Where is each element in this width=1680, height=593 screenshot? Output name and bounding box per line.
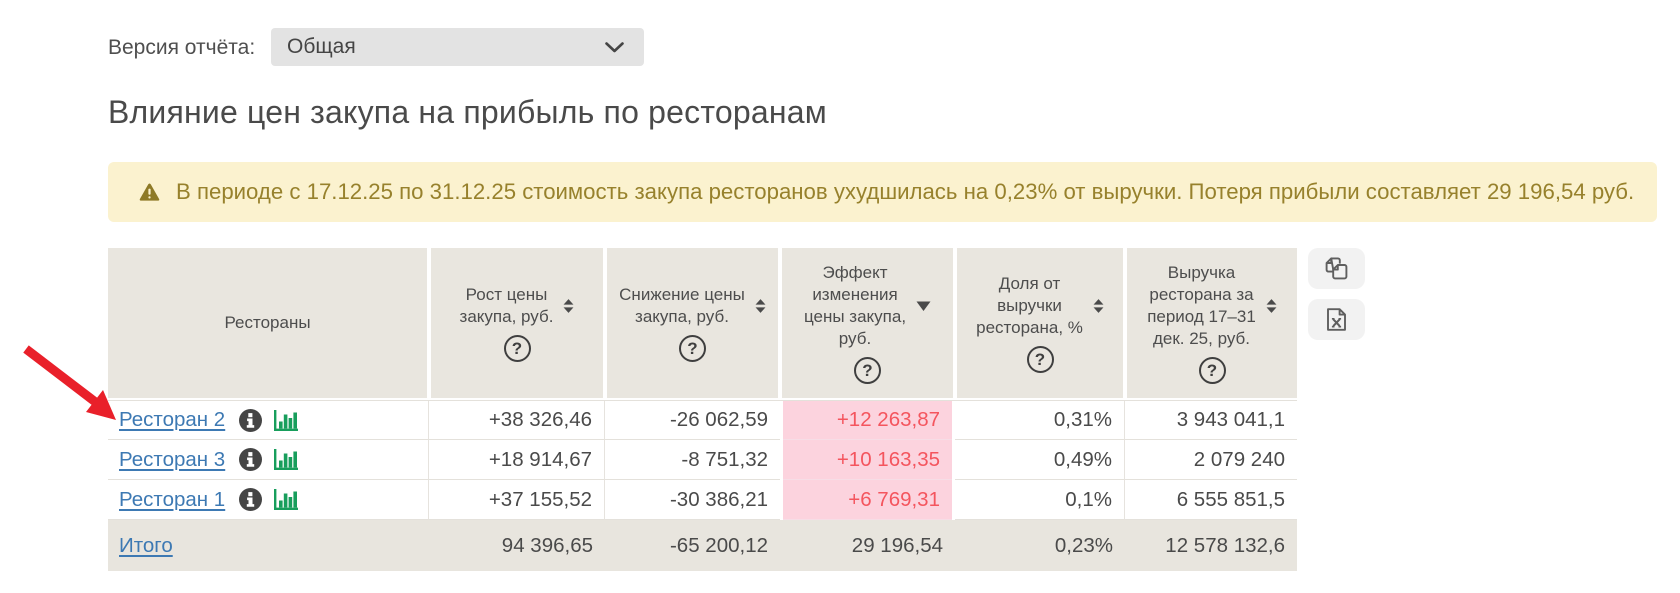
copy-button[interactable] (1308, 248, 1365, 289)
bar-chart-icon[interactable] (274, 489, 299, 510)
column-header-price-effect: Эффект изменения цены закупа, руб. (782, 248, 953, 398)
sort-desc-icon[interactable] (916, 301, 931, 311)
sort-icon[interactable] (1093, 299, 1104, 313)
info-icon[interactable] (239, 448, 263, 471)
copy-icon (1325, 257, 1348, 280)
column-header-label: Рост цены закупа, руб. (459, 285, 554, 326)
info-icon[interactable] (239, 488, 263, 511)
total-row: Итого 94 396,65 -65 200,12 29 196,54 0,2… (108, 520, 1297, 571)
warning-banner: В периоде с 17.12.25 по 31.12.25 стоимос… (108, 162, 1657, 222)
revenue-value: 2 079 240 (1125, 440, 1297, 480)
help-icon[interactable] (1198, 357, 1226, 384)
report-version-selected-value: Общая (287, 35, 356, 58)
red-arrow-annotation (23, 345, 116, 420)
revenue-share-value: 0,49% (955, 440, 1125, 480)
help-icon[interactable] (679, 335, 706, 362)
sort-icon[interactable] (1266, 299, 1277, 313)
excel-export-button[interactable] (1308, 299, 1365, 340)
table-row: Ресторан 3 +18 914,67 -8 751,32 +10 163,… (108, 440, 1297, 480)
price-decline-value: -30 386,21 (605, 480, 780, 520)
column-header-label: Рестораны (224, 313, 311, 332)
report-version-label: Версия отчёта: (108, 36, 256, 59)
column-header-title-row: Выручка ресторана за период 17–31 дек. 2… (1147, 262, 1277, 350)
price-growth-value: +18 914,67 (429, 440, 605, 480)
sort-icon[interactable] (755, 299, 766, 313)
sort-icon[interactable] (563, 299, 574, 313)
price-effect-value: +10 163,35 (783, 440, 952, 480)
warning-text: В периоде с 17.12.25 по 31.12.25 стоимос… (176, 179, 1635, 204)
table-row: Ресторан 1 +37 155,52 -30 386,21 +6 769,… (108, 480, 1297, 520)
warning-triangle-icon (139, 182, 160, 201)
restaurant-cell: Ресторан 1 (108, 480, 429, 520)
help-icon[interactable] (503, 335, 531, 362)
price-growth-value: +38 326,46 (429, 401, 605, 440)
price-growth-value: +37 155,52 (429, 480, 605, 520)
total-label-cell: Итого (108, 520, 429, 571)
help-icon[interactable] (854, 357, 881, 384)
column-header-label: Снижение цены закупа, руб. (619, 285, 745, 326)
revenue-share-value: 0,1% (955, 480, 1125, 520)
revenue-value: 6 555 851,5 (1125, 480, 1297, 520)
column-header-price-decline: Снижение цены закупа, руб. (607, 248, 778, 398)
column-header-revenue: Выручка ресторана за период 17–31 дек. 2… (1127, 248, 1297, 398)
restaurant-link[interactable]: Ресторан 2 (119, 408, 226, 431)
price-decline-value: -26 062,59 (605, 401, 780, 440)
column-header-restaurants: Рестораны (108, 248, 427, 398)
restaurant-cell: Ресторан 3 (108, 440, 429, 480)
revenue-value: 3 943 041,1 (1125, 401, 1297, 440)
column-header-label: Эффект изменения цены закупа, руб. (803, 263, 907, 348)
excel-export-icon (1327, 308, 1346, 331)
help-icon[interactable] (1026, 346, 1054, 373)
bar-chart-icon[interactable] (274, 409, 299, 431)
price-decline-value: -8 751,32 (605, 440, 780, 480)
total-price-effect: 29 196,54 (851, 533, 943, 557)
column-header-title-row: Рост цены закупа, руб. (460, 284, 575, 328)
restaurant-cell: Ресторан 2 (108, 401, 429, 440)
column-header-label: Доля от выручки ресторана, % (976, 274, 1083, 337)
column-header-title-row: Доля от выручки ресторана, % (976, 273, 1104, 339)
restaurant-link[interactable]: Ресторан 3 (119, 447, 226, 471)
chevron-down-icon (605, 41, 624, 52)
total-revenue-share: 0,23% (1054, 533, 1113, 557)
total-link[interactable]: Итого (119, 533, 173, 557)
price-effect-value: +12 263,87 (783, 401, 952, 440)
bar-chart-icon[interactable] (274, 449, 299, 470)
revenue-share-value: 0,31% (955, 401, 1125, 440)
column-header-title-row: Снижение цены закупа, руб. (619, 284, 766, 328)
price-effect-value: +6 769,31 (783, 480, 952, 520)
column-header-revenue-share: Доля от выручки ресторана, % (957, 248, 1123, 398)
total-revenue: 12 578 132,6 (1165, 533, 1285, 557)
column-header-title-row: Эффект изменения цены закупа, руб. (804, 262, 931, 350)
info-icon[interactable] (239, 408, 263, 432)
table-row: Ресторан 2 +38 326,46 -26 062,59 +12 263… (108, 400, 1297, 440)
page-title: Влияние цен закупа на прибыль по рестора… (108, 94, 827, 130)
total-price-growth: 94 396,65 (501, 533, 593, 557)
restaurant-link[interactable]: Ресторан 1 (119, 487, 226, 511)
total-price-decline: -65 200,12 (669, 533, 768, 557)
column-header-price-growth: Рост цены закупа, руб. (431, 248, 603, 398)
column-header-label: Выручка ресторана за период 17–31 дек. 2… (1147, 263, 1256, 348)
report-version-select[interactable]: Общая (271, 28, 644, 66)
